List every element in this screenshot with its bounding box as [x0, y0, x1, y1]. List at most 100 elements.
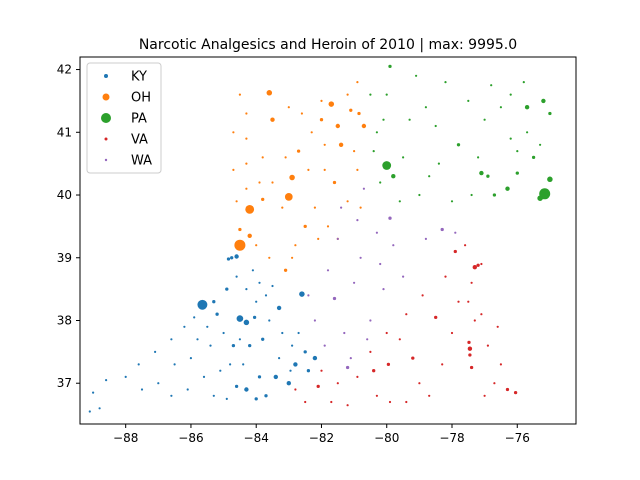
point-pa-41 — [428, 175, 431, 178]
point-ky-30 — [88, 410, 91, 413]
x-axis: −88 −86 −84 −82 −80 −78 −76 — [113, 424, 530, 445]
point-ky-48 — [255, 300, 258, 303]
legend-label-oh: OH — [131, 91, 151, 106]
point-oh-10 — [247, 233, 252, 238]
point-ky-61 — [229, 363, 232, 366]
point-pa-25 — [470, 193, 473, 197]
point-va-28 — [428, 394, 431, 397]
point-ky-22 — [196, 338, 199, 341]
point-va-16 — [294, 388, 297, 391]
point-pa-19 — [444, 81, 447, 84]
point-oh-35 — [238, 93, 241, 96]
point-pa-36 — [509, 93, 512, 96]
point-oh-32 — [310, 131, 313, 134]
point-va-31 — [375, 394, 378, 397]
point-va-24 — [464, 244, 467, 247]
point-oh-14 — [332, 180, 337, 185]
point-oh-19 — [245, 137, 248, 140]
point-ky-45 — [297, 331, 300, 335]
point-oh-48 — [232, 168, 235, 171]
point-pa-35 — [490, 84, 493, 87]
point-wa-1 — [388, 216, 392, 220]
point-ky-15 — [257, 375, 262, 379]
plot-area — [79, 56, 577, 425]
point-wa-16 — [326, 269, 330, 272]
legend-marker-oh — [102, 93, 110, 101]
point-ky-34 — [170, 338, 173, 341]
point-va-36 — [480, 313, 483, 316]
point-wa-3 — [362, 187, 365, 190]
point-oh-29 — [356, 168, 359, 171]
point-ky-33 — [154, 350, 157, 353]
point-wa-5 — [313, 319, 316, 322]
point-wa-23 — [345, 365, 350, 370]
point-oh-13 — [303, 224, 307, 229]
point-ky-26 — [140, 388, 144, 391]
point-pa-14 — [437, 162, 440, 165]
point-oh-20 — [245, 162, 248, 165]
point-oh-28 — [346, 200, 349, 203]
point-pa-42 — [408, 118, 411, 121]
point-ky-28 — [105, 379, 108, 382]
point-ky-50 — [235, 275, 238, 278]
point-wa-10 — [369, 319, 372, 322]
point-oh-5 — [270, 117, 275, 122]
point-oh-24 — [281, 206, 284, 209]
point-va-3 — [513, 390, 518, 395]
point-oh-16 — [357, 111, 361, 116]
point-ky-27 — [124, 375, 127, 378]
point-wa-17 — [307, 294, 310, 297]
point-wa-24 — [379, 262, 382, 266]
point-pa-6 — [505, 186, 510, 191]
point-oh-2 — [284, 193, 293, 201]
point-ky-9 — [299, 291, 305, 297]
point-va-43 — [467, 340, 471, 345]
point-wa-7 — [382, 288, 385, 291]
point-oh-27 — [326, 225, 330, 228]
point-wa-21 — [356, 219, 359, 222]
point-va-38 — [418, 382, 421, 385]
point-ky-49 — [245, 288, 248, 291]
legend-label-ky: KY — [131, 70, 147, 85]
point-ky-64 — [252, 315, 257, 320]
point-va-45 — [480, 262, 483, 266]
point-va-8 — [469, 365, 474, 370]
point-ky-55 — [202, 375, 206, 378]
point-oh-44 — [307, 168, 310, 171]
point-va-4 — [386, 362, 391, 367]
y-tick-label: 42 — [57, 63, 72, 77]
point-va-23 — [453, 249, 457, 254]
point-pa-8 — [541, 98, 546, 104]
point-va-11 — [499, 363, 502, 366]
point-wa-18 — [349, 357, 352, 360]
chart-title: Narcotic Analgesics and Heroin of 2010 |… — [139, 37, 517, 53]
point-oh-52 — [356, 81, 359, 84]
point-oh-23 — [271, 181, 274, 184]
point-ky-41 — [261, 337, 265, 341]
point-ky-23 — [189, 357, 192, 360]
point-pa-30 — [372, 150, 375, 153]
legend-label-va: VA — [131, 133, 148, 148]
point-pa-1 — [382, 161, 392, 170]
point-oh-38 — [268, 256, 271, 259]
point-va-15 — [304, 400, 307, 404]
point-ky-44 — [291, 344, 294, 347]
point-va-37 — [473, 319, 476, 322]
point-va-20 — [405, 313, 408, 316]
point-pa-17 — [385, 93, 388, 96]
legend-label-wa: WA — [131, 154, 152, 169]
point-oh-21 — [245, 187, 248, 190]
point-oh-1 — [245, 205, 255, 214]
point-ky-8 — [276, 305, 282, 311]
point-wa-20 — [402, 275, 405, 278]
point-ky-38 — [222, 331, 225, 335]
point-va-2 — [505, 387, 510, 392]
point-wa-9 — [323, 344, 326, 347]
point-pa-34 — [467, 99, 470, 102]
legend-marker-va — [104, 137, 108, 141]
point-va-32 — [483, 394, 486, 397]
legend-marker-pa — [101, 113, 111, 123]
point-pa-3 — [537, 195, 543, 201]
point-oh-30 — [353, 150, 356, 153]
point-pa-22 — [526, 131, 529, 134]
